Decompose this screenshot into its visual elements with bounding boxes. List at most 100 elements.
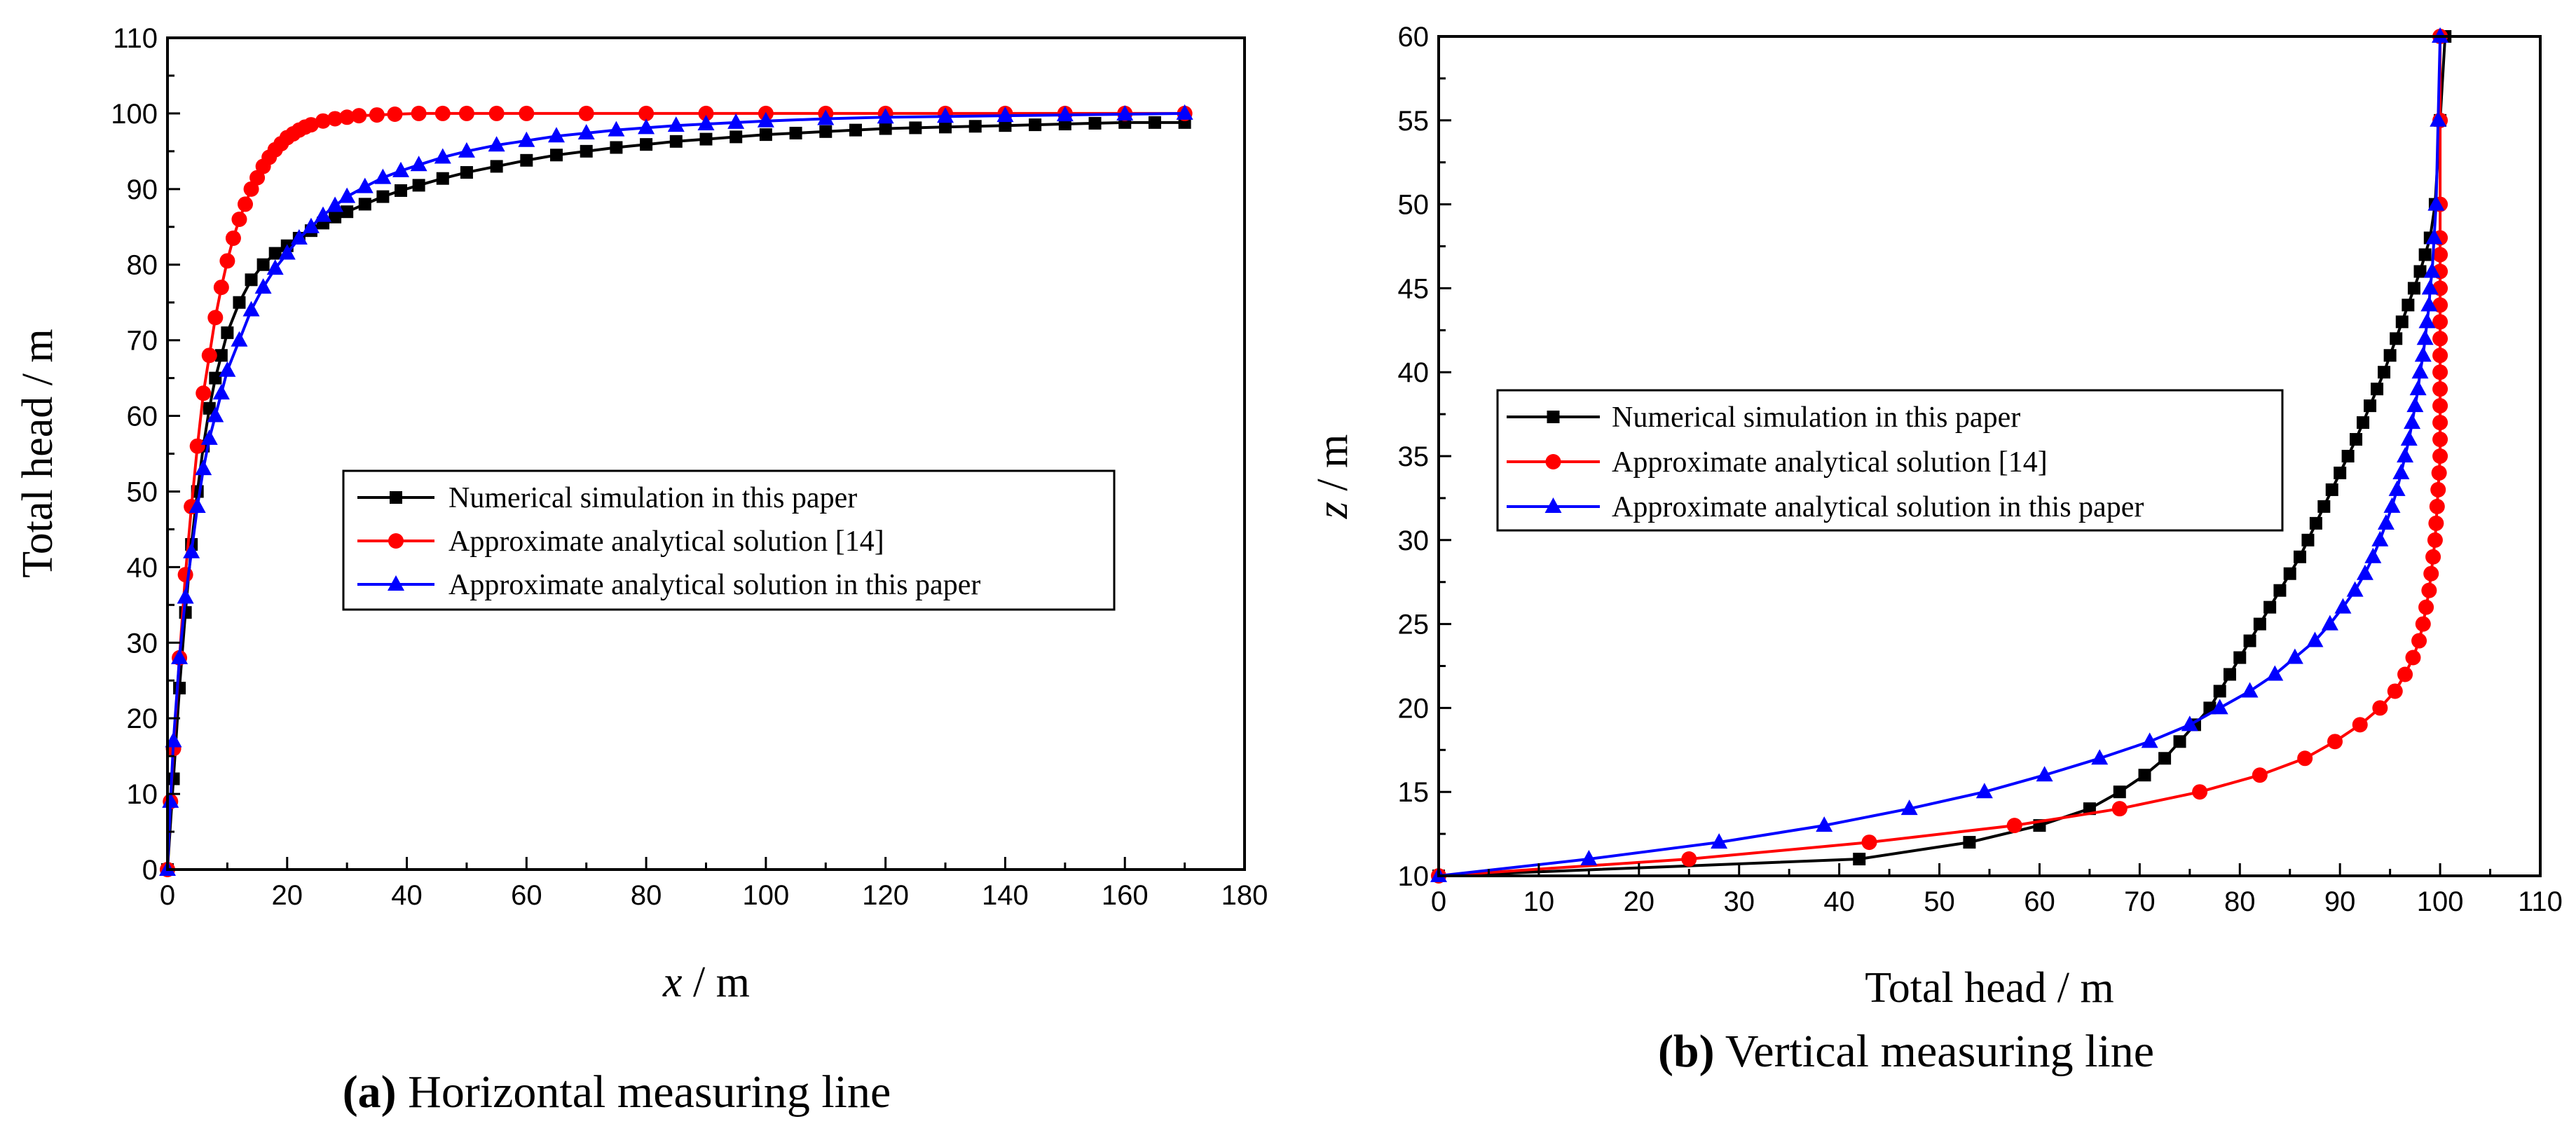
chart-a-series-triangle-point xyxy=(165,732,182,748)
chart-a-series-circle-point xyxy=(243,181,259,197)
chart-a-series-circle-point xyxy=(698,105,714,121)
chart-b-series-triangle-point xyxy=(2377,514,2395,530)
chart-a-frame xyxy=(166,36,1246,871)
chart-a-series-triangle-point xyxy=(290,228,308,245)
chart-a-series xyxy=(159,104,1193,877)
chart-b-series-circle-point xyxy=(2432,381,2448,397)
chart-b-series-circle-point xyxy=(2411,633,2427,649)
chart-b-x-tick-label-0: 0 xyxy=(1431,886,1446,917)
chart-b-series-circle-point xyxy=(2428,515,2444,531)
chart-b-y-tick-label-9: 55 xyxy=(1398,106,1430,137)
chart-b-series-triangle-point xyxy=(2400,430,2418,446)
chart-a-series-square-point xyxy=(580,144,593,158)
chart-a-series-triangle-point xyxy=(434,148,451,164)
chart-a-series-triangle-point xyxy=(231,331,248,347)
chart-b-series-square-point xyxy=(2158,752,2172,765)
chart-b-series-triangle-point xyxy=(2356,564,2373,580)
chart-b-series-square-point xyxy=(2113,785,2126,799)
chart-a-x-tick-label-2: 40 xyxy=(391,880,423,911)
chart-a-series-triangle-point xyxy=(200,429,218,445)
chart-b-series-circle-point xyxy=(2405,650,2421,666)
chart-a-series-circle-point xyxy=(458,105,474,121)
chart-b-series-circle-point xyxy=(2432,364,2448,380)
chart-b-series-circle-point xyxy=(2431,465,2447,481)
chart-b-series-square-point xyxy=(2325,483,2338,496)
chart-a-series-triangle-point xyxy=(697,115,715,131)
chart-a-series-square-point xyxy=(520,153,533,167)
chart-a-series-circle-point xyxy=(219,253,235,269)
chart-b-series-triangle-point xyxy=(2420,296,2438,312)
chart-a-series-triangle-point xyxy=(171,648,189,664)
chart-b-series-triangle-point xyxy=(2388,480,2406,496)
chart-b-y-tick-label-10: 60 xyxy=(1398,22,1430,53)
chart-b-legend-marker-1 xyxy=(1545,454,1561,469)
chart-b-series-circle-point xyxy=(2327,734,2343,750)
chart-b-series xyxy=(1430,27,2452,884)
chart-b-legend-label-0: Numerical simulation in this paper xyxy=(1612,401,2020,434)
chart-a-ticks: 0 20 40 60 80 100 120 140 160 180 0 10 20 30 40 50 60 70 8… xyxy=(111,23,1268,911)
chart-a-x-tick-label-0: 0 xyxy=(160,880,175,911)
chart-b-series-triangle-point xyxy=(2414,346,2432,362)
chart-a-series-square-point xyxy=(268,247,282,260)
chart-b-x-tick-label-5: 50 xyxy=(1924,886,1955,917)
chart-a-series-triangle-point xyxy=(410,156,427,172)
chart-a-y-tick-label-0: 0 xyxy=(142,855,158,886)
chart-b-series-square-point xyxy=(1853,853,1866,866)
chart-a-series-triangle-point xyxy=(1116,104,1134,121)
chart-a-series-triangle-point xyxy=(183,542,200,558)
chart-a-y-tick-label-5: 50 xyxy=(127,476,158,507)
chart-a-series-square-point xyxy=(759,128,772,142)
chart-a-series-square-point xyxy=(341,205,354,219)
chart-a-series-triangle-point xyxy=(727,113,745,129)
chart-a-series-square-point xyxy=(849,123,862,137)
chart-a-series-square-point xyxy=(256,258,270,271)
chart-b-x-tick-label-3: 30 xyxy=(1723,886,1755,917)
chart-a-series-square-point xyxy=(490,160,503,173)
chart-b-series-triangle-point xyxy=(2141,732,2158,748)
chart-b-series-circle-point xyxy=(2427,532,2443,548)
chart-b-series-circle-point xyxy=(2192,784,2208,800)
chart-a-x-tick-label-7: 140 xyxy=(982,880,1029,911)
chart-a-series-circle-point xyxy=(249,170,266,186)
chart-a-series-circle-point xyxy=(303,117,319,133)
chart-a-y-tick-label-10: 100 xyxy=(111,99,158,130)
chart-b-series-square-point xyxy=(2378,366,2391,379)
chart-b-series-triangle-point xyxy=(2418,313,2436,329)
chart-b-series-square-point xyxy=(2233,651,2247,664)
chart-b-x-tick-label-9: 90 xyxy=(2324,886,2356,917)
chart-a-y-tick-label-1: 10 xyxy=(127,779,158,810)
chart-a-series-triangle-point xyxy=(219,361,236,377)
chart-horizontal-measuring-line: 0 20 40 60 80 100 120 140 160 180 0 10 20 30 40 50 60 70 8… xyxy=(14,23,1268,1118)
chart-a-series-square-point xyxy=(209,371,222,385)
chart-b-series-triangle-point xyxy=(2416,329,2434,345)
chart-a-series-triangle-point xyxy=(757,111,774,128)
chart-a-series-triangle-point xyxy=(392,161,410,177)
chart-a-series-circle-point xyxy=(225,230,241,246)
chart-b-series-circle-point xyxy=(1861,835,1877,851)
chart-b-series-circle-point xyxy=(2387,683,2403,699)
chart-a-series-triangle-point xyxy=(356,177,374,193)
chart-b-series-triangle-point xyxy=(1580,850,1598,866)
chart-a-series-circle-point xyxy=(201,348,217,364)
chart-a-y-tick-label-4: 40 xyxy=(127,552,158,583)
chart-a-series-square-point xyxy=(460,166,473,179)
chart-a-legend-marker-2 xyxy=(388,575,404,591)
chart-a-series-triangle-point xyxy=(254,278,272,294)
chart-b-series-circle-point xyxy=(2352,717,2368,733)
chart-a-series-square-point xyxy=(729,130,743,144)
chart-a-series-square-point xyxy=(412,179,425,192)
chart-b-series-triangle-point xyxy=(2371,530,2389,547)
chart-b-legend-label-1: Approximate analytical solution [14] xyxy=(1612,446,2048,479)
chart-b-series-circle-point xyxy=(1681,851,1697,867)
chart-a-series-circle-point xyxy=(387,106,403,122)
chart-a-legend-marker-0 xyxy=(390,491,402,504)
chart-b-series-square-point xyxy=(2383,349,2397,362)
chart-a-series-square-point xyxy=(358,198,371,211)
chart-b-x-tick-label-2: 20 xyxy=(1624,886,1655,917)
chart-a-series-circle-point xyxy=(207,310,224,326)
chart-a-series-triangle-point xyxy=(548,127,566,143)
chart-b-series-circle-point xyxy=(2297,750,2313,767)
chart-a-series-circle-point xyxy=(339,109,355,125)
chart-b-series-circle-point xyxy=(2397,666,2413,682)
chart-b-series-triangle-point xyxy=(2306,631,2324,647)
